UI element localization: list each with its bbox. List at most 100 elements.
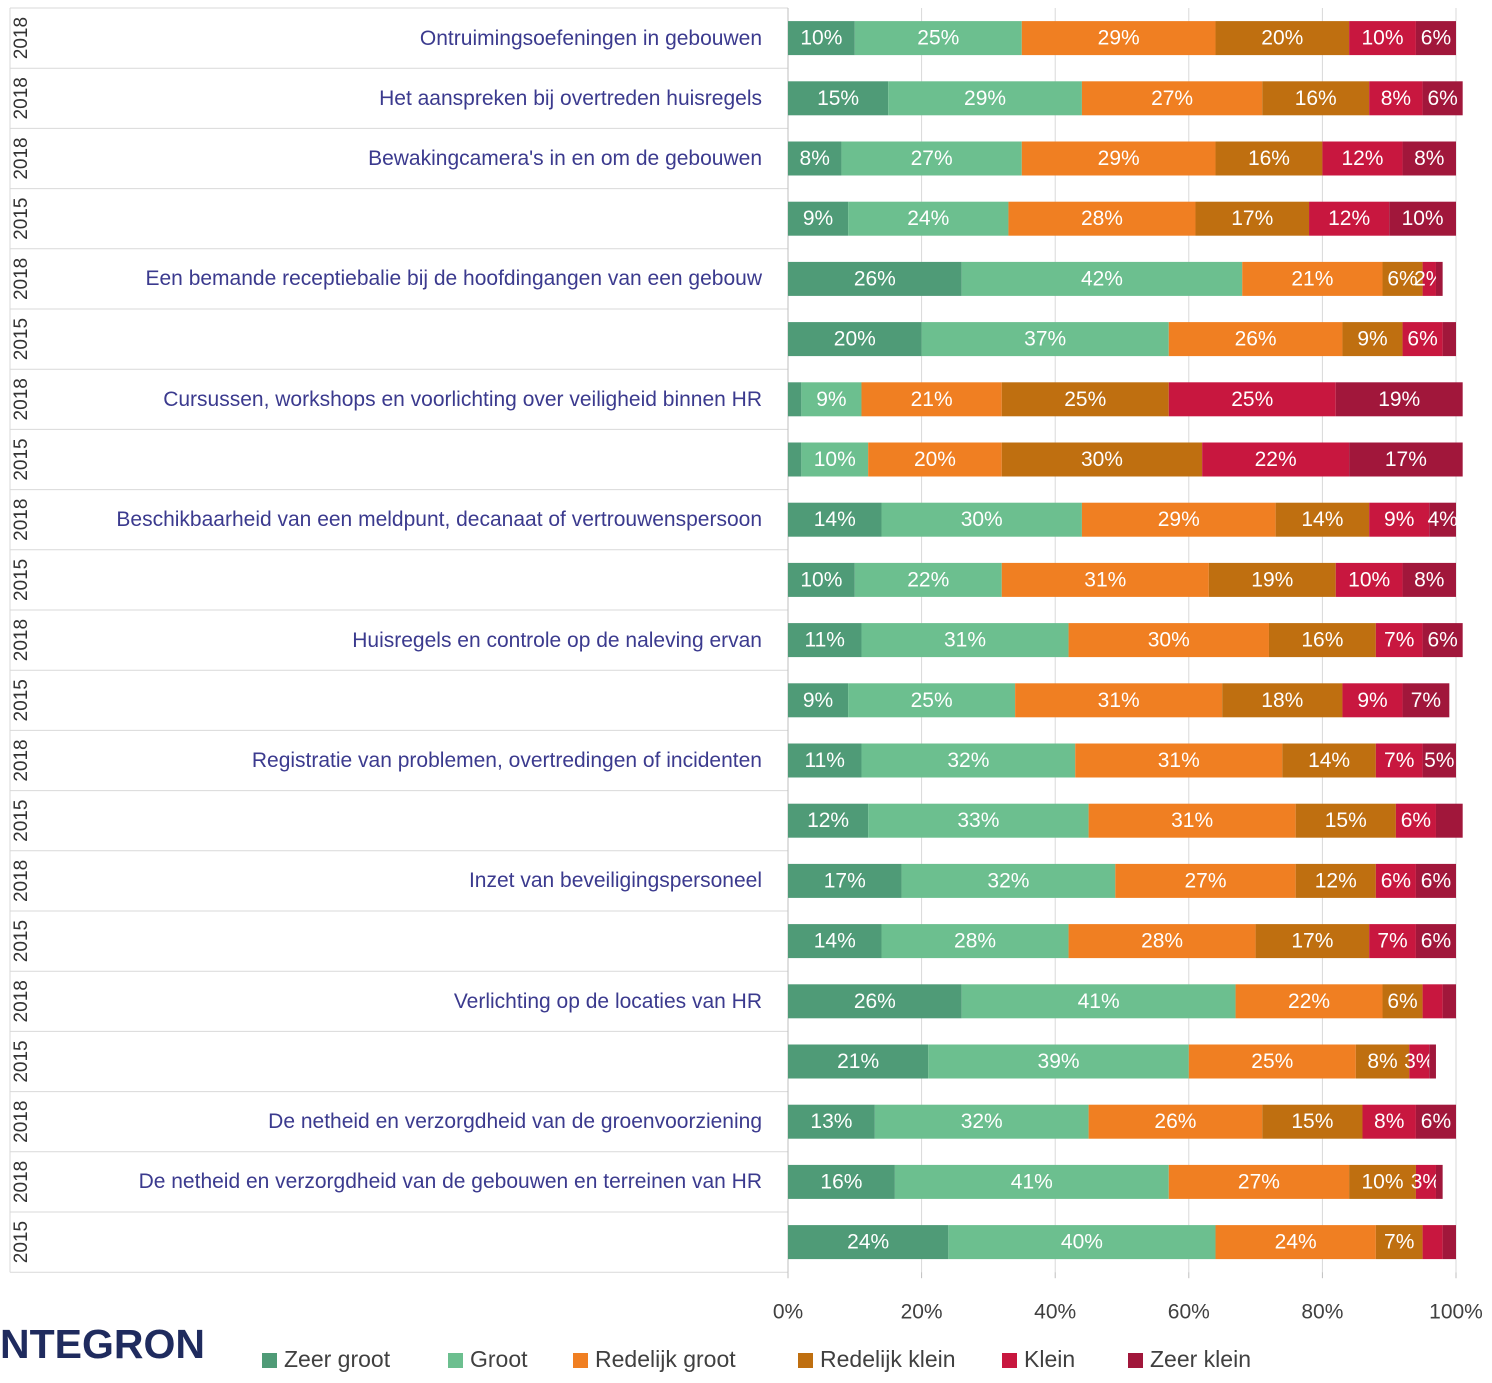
value-label: 26% xyxy=(1154,1110,1196,1133)
bar-segment xyxy=(1255,924,1370,959)
year-label: 2018 xyxy=(11,619,32,661)
bar-segment xyxy=(1402,562,1456,597)
category-label: Beschikbaarheid van een meldpunt, decana… xyxy=(116,508,762,532)
year-label: 2015 xyxy=(11,318,32,360)
bar-segment xyxy=(788,201,849,236)
value-label: 8% xyxy=(800,147,830,170)
bar-segment xyxy=(901,863,1116,898)
value-label: 21% xyxy=(1291,267,1333,290)
year-label: 2015 xyxy=(11,1040,32,1082)
value-label: 41% xyxy=(1078,990,1120,1013)
value-label: 17% xyxy=(1291,930,1333,953)
bar-segment xyxy=(1115,863,1296,898)
value-label: 24% xyxy=(1275,1231,1317,1254)
value-label: 28% xyxy=(954,930,996,953)
bar-segment xyxy=(1295,803,1396,838)
x-tick-label: 100% xyxy=(1429,1301,1483,1324)
value-label: 6% xyxy=(1427,629,1457,652)
bar-segment xyxy=(1422,1225,1443,1260)
value-label: 10% xyxy=(800,568,842,591)
value-label: 20% xyxy=(834,328,876,351)
x-tick-label: 0% xyxy=(773,1301,803,1324)
category-label: Cursussen, workshops en voorlichting ove… xyxy=(163,387,762,411)
value-label: 22% xyxy=(907,568,949,591)
bar-segment xyxy=(1215,21,1350,56)
value-label: 37% xyxy=(1024,328,1066,351)
year-label: 2018 xyxy=(11,137,32,179)
value-label: 20% xyxy=(914,448,956,471)
value-label: 25% xyxy=(1231,388,1273,411)
bar-segment xyxy=(1075,743,1283,778)
value-label: 8% xyxy=(1367,1050,1397,1073)
value-label: 13% xyxy=(810,1110,852,1133)
bar-segment xyxy=(1422,623,1463,658)
category-label: De netheid en verzorgdheid van de gebouw… xyxy=(138,1170,762,1194)
bar-segment xyxy=(788,322,922,357)
year-label: 2018 xyxy=(11,17,32,59)
value-label: 7% xyxy=(1384,1231,1414,1254)
value-label: 16% xyxy=(1248,147,1290,170)
bar-segment xyxy=(841,141,1022,176)
value-label: 12% xyxy=(807,809,849,832)
bar-segment xyxy=(1275,502,1370,537)
bar-segment xyxy=(1429,1044,1436,1079)
legend-label: Redelijk groot xyxy=(595,1346,736,1372)
legend-swatch xyxy=(448,1353,463,1368)
bar-segment xyxy=(788,261,962,296)
bar-segment xyxy=(1021,21,1216,56)
bar-segment xyxy=(1335,562,1403,597)
bar-segment xyxy=(1375,623,1423,658)
value-label: 12% xyxy=(1328,207,1370,230)
value-label: 7% xyxy=(1384,749,1414,772)
bar-segment xyxy=(1309,201,1390,236)
bar-segment xyxy=(1382,261,1423,296)
value-label: 41% xyxy=(1011,1170,1053,1193)
value-label: 9% xyxy=(1384,508,1414,531)
bar-segment xyxy=(1262,81,1370,116)
bar-segment xyxy=(788,743,862,778)
value-label: 18% xyxy=(1261,689,1303,712)
value-label: 31% xyxy=(1171,809,1213,832)
year-label: 2018 xyxy=(11,1161,32,1203)
year-label: 2018 xyxy=(11,860,32,902)
bar-segment xyxy=(1415,924,1456,959)
value-label: 6% xyxy=(1427,87,1457,110)
value-label: 25% xyxy=(1251,1050,1293,1073)
legend-swatch xyxy=(262,1353,277,1368)
bar-segment xyxy=(1415,863,1456,898)
bar-segment xyxy=(1202,442,1350,477)
value-label: 22% xyxy=(1255,448,1297,471)
bar-segment xyxy=(861,743,1076,778)
value-label: 33% xyxy=(957,809,999,832)
bar-segment xyxy=(1409,1044,1430,1079)
bar-segment xyxy=(1215,141,1323,176)
year-label: 2018 xyxy=(11,980,32,1022)
value-label: 10% xyxy=(814,448,856,471)
value-label: 15% xyxy=(817,87,859,110)
legend-label: Zeer klein xyxy=(1150,1346,1251,1372)
year-label: 2018 xyxy=(11,1101,32,1143)
value-label: 6% xyxy=(1421,1110,1451,1133)
value-label: 15% xyxy=(1325,809,1367,832)
bar-segment xyxy=(1415,1104,1456,1139)
bar-segment xyxy=(1168,322,1343,357)
bar-segment xyxy=(1435,1164,1443,1199)
bar-segment xyxy=(788,924,882,959)
value-label: 31% xyxy=(944,629,986,652)
bar-segment xyxy=(1081,502,1276,537)
bar-segment xyxy=(788,803,869,838)
bar-segment xyxy=(788,141,842,176)
value-label: 9% xyxy=(803,207,833,230)
bar-segment xyxy=(1442,1225,1456,1260)
value-label: 29% xyxy=(1098,27,1140,50)
bar-segment xyxy=(1015,683,1223,718)
year-label: 2018 xyxy=(11,378,32,420)
value-label: 21% xyxy=(911,388,953,411)
bar-segment xyxy=(1402,141,1456,176)
category-label: Bewakingcamera's in en om de gebouwen xyxy=(368,147,762,170)
bar-segment xyxy=(1001,562,1209,597)
category-label: Huisregels en controle op de naleving er… xyxy=(352,628,762,652)
legend-swatch xyxy=(573,1353,588,1368)
bar-segment xyxy=(1429,502,1456,537)
